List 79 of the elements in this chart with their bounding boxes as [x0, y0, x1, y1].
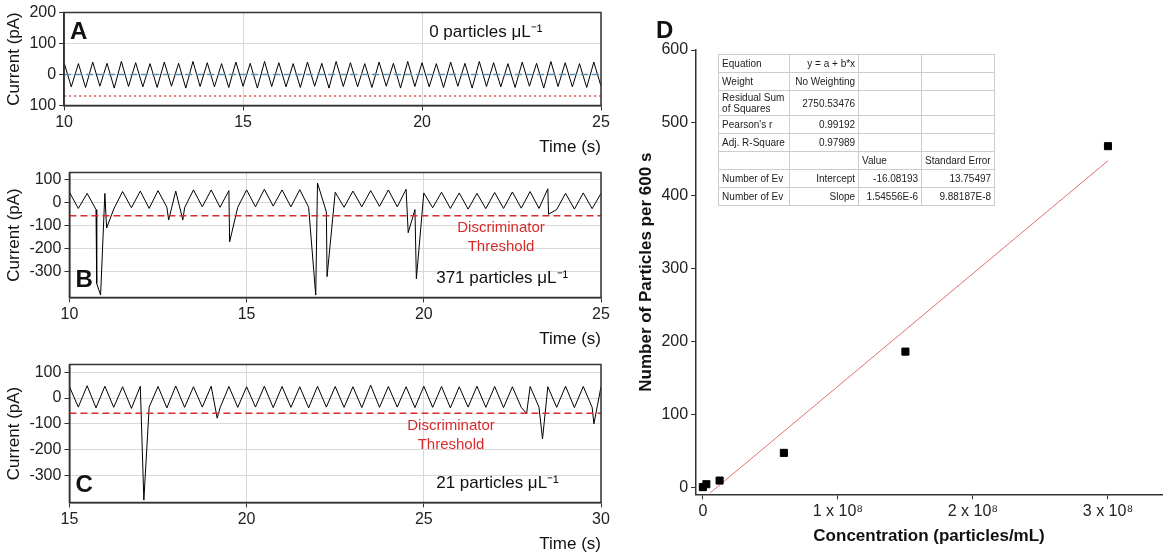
- annotation: Value: [858, 151, 922, 170]
- point: [702, 480, 711, 489]
- x-tick-label: 15: [60, 510, 79, 528]
- annotation: Intercept: [789, 169, 859, 188]
- x-tick-label: 10: [55, 113, 74, 131]
- annotation: 0.99192: [789, 115, 859, 134]
- y-tick-label: 100: [34, 169, 62, 187]
- annotation: Equation: [718, 54, 790, 73]
- x-tick-label: 20: [237, 510, 256, 528]
- annotation: Residual Sum of Squares: [718, 90, 790, 116]
- x-tick-label: 15: [234, 113, 253, 131]
- y-tick-label: 100: [661, 404, 689, 422]
- x-tick-label: 3 x 10⁸: [1082, 502, 1134, 520]
- annotation: 0 particles μL⁻¹: [429, 21, 543, 41]
- x-tick-label: 30: [592, 510, 610, 528]
- annotation: y = a + b*x: [789, 54, 859, 73]
- annotation: Weight: [718, 72, 790, 91]
- annotation: B: [75, 265, 93, 293]
- ref-line-label: Discriminator Threshold: [407, 415, 495, 452]
- y-tick-label: 0: [52, 193, 62, 211]
- annotation: -16.08193: [858, 169, 922, 188]
- annotation: Number of Ev: [718, 169, 790, 188]
- x-tick-label: 20: [413, 113, 432, 131]
- y-tick-label: 500: [661, 113, 689, 131]
- y-axis-title: Current (pA): [3, 386, 23, 481]
- annotation: 1.54556E-6: [858, 187, 922, 206]
- annotation: 13.75497: [921, 169, 995, 188]
- y-axis-title: Current (pA): [3, 12, 23, 106]
- annotation: A: [70, 16, 88, 44]
- annotation: Pearson's r: [718, 115, 790, 134]
- x-axis-title: Concentration (particles/mL): [813, 526, 1045, 546]
- annotation: 371 particles μL⁻¹: [436, 268, 569, 288]
- annotation: Slope: [789, 187, 859, 206]
- y-tick-label: 100: [34, 362, 62, 380]
- annotation: 2750.53476: [789, 90, 859, 116]
- point: [1103, 142, 1113, 151]
- point: [901, 347, 910, 356]
- annotation: Number of Ev: [718, 187, 790, 206]
- y-tick-label: 0: [679, 477, 689, 495]
- x-tick-label: 10: [60, 305, 79, 323]
- x-axis-title: Time (s): [539, 329, 601, 349]
- y-tick-label: -300: [29, 465, 62, 483]
- y-tick-label: 100: [29, 33, 57, 51]
- x-axis-title: Time (s): [539, 534, 601, 554]
- y-tick-label: -100: [29, 216, 62, 234]
- text: D: [656, 16, 674, 43]
- x-tick-label: 25: [592, 113, 610, 131]
- y-tick-label: -200: [29, 239, 62, 257]
- y-axis-title: Current (pA): [3, 188, 23, 282]
- x-tick-label: 25: [592, 305, 610, 323]
- x-tick-label: 1 x 10⁸: [812, 502, 864, 520]
- annotation: 0.97989: [789, 133, 859, 152]
- y-tick-label: 200: [29, 3, 57, 21]
- point: [779, 448, 788, 457]
- x-axis-title: Time (s): [539, 137, 601, 157]
- x-tick-label: 15: [237, 305, 256, 323]
- y-tick-label: 100: [29, 95, 57, 113]
- y-tick-label: 0: [52, 388, 62, 406]
- annotation: Standard Error: [921, 151, 995, 170]
- y-tick-label: 0: [47, 64, 57, 82]
- y-tick-label: -100: [29, 414, 62, 432]
- y-tick-label: -200: [29, 440, 62, 457]
- y-tick-label: 300: [661, 258, 689, 276]
- y-tick-label: -300: [29, 262, 62, 280]
- x-tick-label: 20: [414, 305, 433, 323]
- annotation: No Weighting: [789, 72, 859, 91]
- annotation: Adj. R-Square: [718, 133, 790, 152]
- x-tick-label: 0: [698, 502, 708, 520]
- annotation: 9.88187E-8: [921, 187, 995, 206]
- y-tick-label: 400: [661, 186, 689, 204]
- ref-line-label: Discriminator Threshold: [457, 218, 545, 255]
- y-tick-label: 200: [661, 331, 689, 349]
- annotation: C: [75, 470, 93, 498]
- y-tick-label: 600: [661, 40, 689, 58]
- point: [715, 476, 724, 485]
- annotation: 21 particles μL⁻¹: [436, 473, 560, 493]
- x-tick-label: 25: [414, 510, 433, 528]
- x-tick-label: 2 x 10⁸: [947, 502, 999, 520]
- y-axis-title: Number of Particles per 600 s: [635, 152, 655, 392]
